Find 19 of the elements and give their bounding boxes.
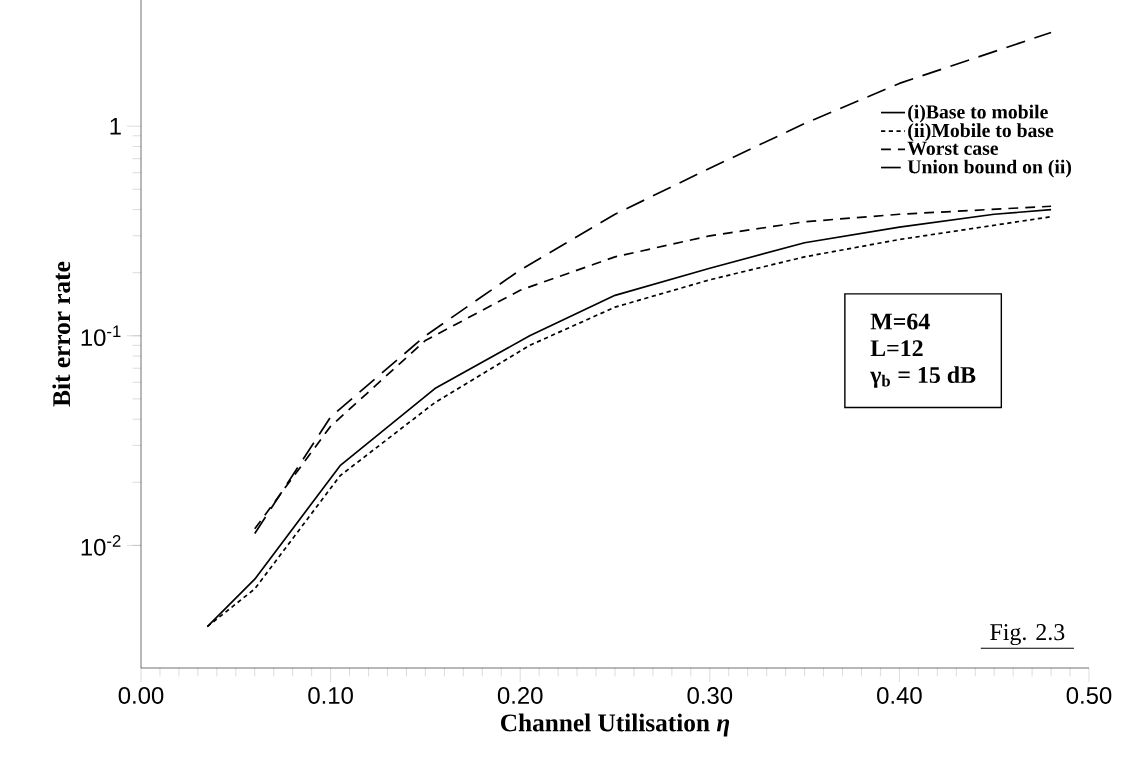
x-tick-label: 0.30 [687, 686, 733, 704]
y-tick-label: 10$^{-2}$ [81, 535, 121, 556]
x-tick-label: 0.50 [1066, 686, 1112, 704]
x-axis-title: Channel Utilisation η [501, 713, 730, 737]
legend-label: (ii)Mobile to base [908, 123, 1054, 142]
legend-label: Union bound on (ii) [907, 159, 1072, 178]
legend-label: Worst case [907, 141, 999, 156]
y-tick-label: 10$^{-1}$ [81, 325, 121, 347]
y-axis-title: Bit error rate [52, 261, 71, 407]
annotation: L=12 [870, 340, 923, 357]
annotation: M=64 [870, 313, 930, 330]
y-tick-label: 1 [110, 117, 121, 135]
x-tick-label: 0.10 [308, 686, 353, 704]
annotation: Fig. 2.3 [990, 624, 1065, 646]
x-tick-label: 0.20 [497, 686, 543, 704]
annotation: γ$_{b}$ = 15 dB [870, 366, 976, 388]
x-tick-label: 0.40 [877, 686, 922, 704]
x-tick-label: 0.00 [118, 686, 164, 704]
legend-label: (i)Base to mobile [908, 104, 1048, 123]
